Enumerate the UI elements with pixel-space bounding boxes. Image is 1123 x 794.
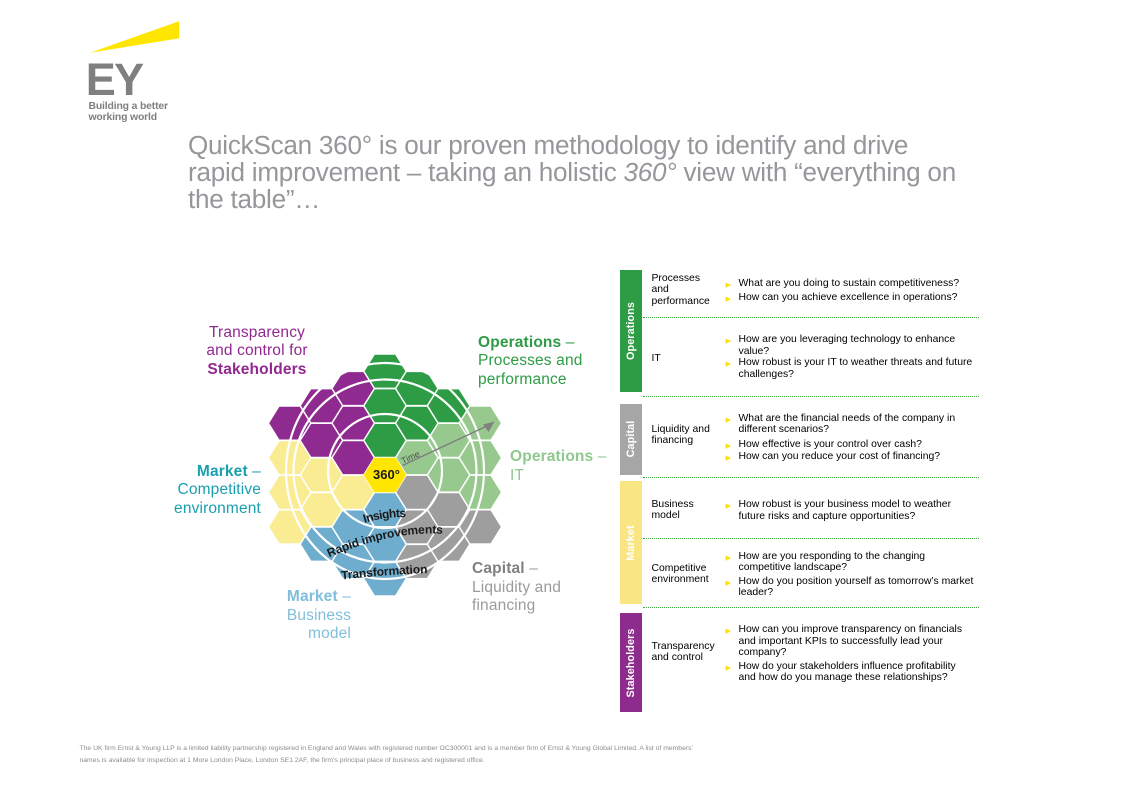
svg-text:EY: EY [86, 54, 144, 105]
svg-text:360°: 360° [373, 467, 400, 482]
